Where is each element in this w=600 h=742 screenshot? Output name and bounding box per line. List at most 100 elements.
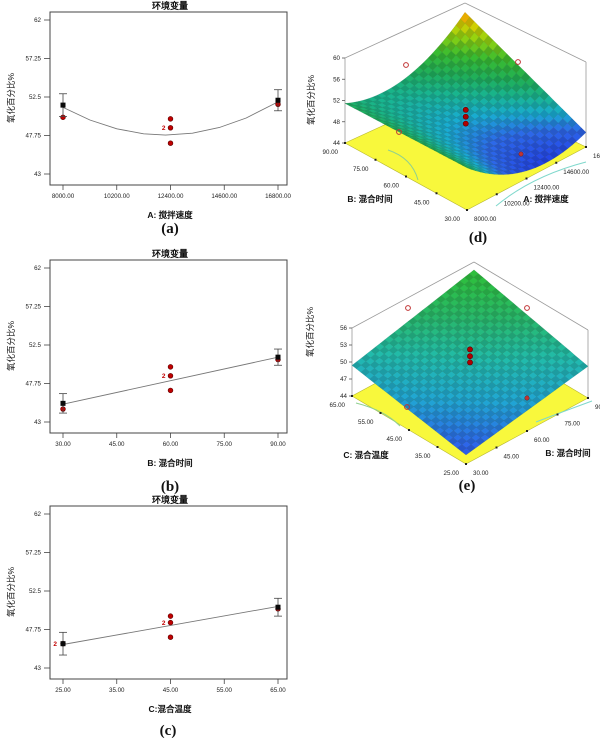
svg-text:30.00: 30.00 [445,216,461,223]
x-axis: 25.00 35.00 45.00 55.00 65.00 C:混合温度 [55,679,286,714]
floor-axes: 25.00 30.00 35.00 45.00 45.00 60.00 55.00 75.00… [330,395,600,477]
svg-text:16800.00: 16800.00 [593,153,600,160]
z-axis: 44 48 52 56 60 氧化百分比% [306,55,345,147]
floor-axes: 30.00 8000.00 45.00 10200.00 60.00 12400.00 75… [323,142,600,223]
svg-text:53: 53 [340,342,347,349]
box-frame [344,2,587,147]
svg-text:62: 62 [34,511,41,518]
plot-title: 环境变量 [152,248,188,259]
svg-text:47.75: 47.75 [26,133,42,140]
svg-text:43: 43 [34,419,41,426]
svg-text:14600.00: 14600.00 [211,193,237,200]
svg-text:30.00: 30.00 [473,470,489,477]
response-surface [351,269,589,456]
svg-text:45.00: 45.00 [504,454,520,461]
plot-frame: 环境变量 [49,0,288,186]
response-surface [344,12,587,175]
svg-text:8000.00: 8000.00 [52,193,75,200]
svg-text:52.5: 52.5 [29,94,42,101]
plot-frame: 环境变量 [49,248,288,434]
caption-b: (b) [160,479,180,495]
x-axis-label: A: 搅拌速度 [147,210,193,220]
replicate-points: 2 [60,356,281,412]
svg-text:44: 44 [340,393,347,400]
svg-text:60.00: 60.00 [534,437,550,444]
svg-text:47.75: 47.75 [26,381,42,388]
svg-text:90.00: 90.00 [323,149,339,156]
svg-text:16800.00: 16800.00 [265,193,291,200]
svg-text:12400.00: 12400.00 [158,193,184,200]
svg-text:56: 56 [333,76,340,83]
svg-text:25.00: 25.00 [444,470,460,477]
svg-text:12400.00: 12400.00 [534,185,560,192]
svg-text:52.5: 52.5 [29,342,42,349]
svg-text:52.5: 52.5 [29,588,42,595]
count-label: 2 [53,641,57,648]
left-axis-label: B: 混合时间 [347,194,392,204]
y-axis: 43 47.75 52.5 57.25 62 氧化百分比% [6,265,50,426]
count-label: 2 [162,125,166,132]
plot-title: 环境变量 [152,494,188,505]
z-axis: 44 47 50 53 56 氧化百分比% [305,307,352,400]
right-axis-label: B: 混合时间 [545,448,590,458]
chart-c-one-factor-plot: 环境变量 43 47.75 52.5 57.25 62 氧化百分比% 25.00 35.00 45… [6,494,288,714]
design-points [59,348,282,414]
y-axis: 43 47.75 52.5 57.25 62 氧化百分比% [6,511,50,672]
svg-text:48: 48 [333,119,340,126]
svg-text:43: 43 [34,171,41,178]
svg-text:60: 60 [333,55,340,62]
svg-text:47.75: 47.75 [26,627,42,634]
svg-text:62: 62 [34,265,41,272]
x-axis: 30.00 45.00 60.00 75.00 90.00 B: 混合时间 [55,433,286,468]
svg-text:8000.00: 8000.00 [474,216,497,223]
svg-text:50: 50 [340,359,347,366]
y-axis: 43 47.75 52.5 57.25 62 氧化百分比% [6,17,50,178]
svg-text:55.00: 55.00 [358,419,374,426]
plot-title: 环境变量 [152,0,188,11]
caption-e: (e) [458,478,476,494]
svg-text:56: 56 [340,325,347,332]
y-axis-label: 氧化百分比% [6,321,16,372]
right-axis-label: A: 搅拌速度 [523,194,569,204]
caption-a: (a) [161,221,179,237]
plot-frame: 环境变量 [49,494,288,680]
design-point-markers [396,59,524,157]
replicate-points: 2 [60,101,281,146]
svg-text:14600.00: 14600.00 [563,169,589,176]
fit-line [62,605,279,645]
svg-text:45.00: 45.00 [387,436,403,443]
svg-text:90.00: 90.00 [595,404,600,411]
replicate-points: 2 [60,606,281,647]
z-axis-label: 氧化百分比% [306,75,316,126]
design-points [59,89,282,117]
chart-d-3d-surface-plot: 44 48 52 56 60 氧化百分比% 30.00 8000.00 45.00 10200.0… [306,2,600,223]
svg-text:52: 52 [333,98,340,105]
svg-text:35.00: 35.00 [415,453,431,460]
svg-text:35.00: 35.00 [109,687,125,694]
fit-line [62,356,279,405]
svg-text:62: 62 [34,17,41,24]
svg-text:60.00: 60.00 [163,441,179,448]
design-points: 2 [53,597,282,656]
y-axis-label: 氧化百分比% [6,73,16,124]
svg-text:25.00: 25.00 [55,687,71,694]
svg-text:45.00: 45.00 [109,441,125,448]
svg-text:45.00: 45.00 [414,199,430,206]
caption-c: (c) [159,723,177,739]
design-point-markers [404,305,530,410]
svg-text:75.00: 75.00 [217,441,233,448]
chart-a-one-factor-plot: 环境变量 43 47.75 52.5 57.25 62 氧化百分比% 8000.00 10200… [6,0,291,220]
chart-b-one-factor-plot: 环境变量 43 47.75 52.5 57.25 62 氧化百分比% 30.00 45.00 60… [6,248,288,468]
chart-e-3d-surface-plot: 44 47 50 53 56 氧化百分比% 25.00 30.00 35.00 45.00 45.0… [305,261,600,477]
count-label: 2 [162,373,166,380]
svg-text:10200.00: 10200.00 [104,193,130,200]
svg-text:57.25: 57.25 [26,550,42,557]
svg-text:10200.00: 10200.00 [504,200,530,207]
svg-text:60.00: 60.00 [384,183,400,190]
svg-text:57.25: 57.25 [26,304,42,311]
fit-line [62,101,279,136]
svg-text:57.25: 57.25 [26,56,42,63]
svg-text:75.00: 75.00 [353,166,369,173]
x-axis: 8000.00 10200.00 12400.00 14600.00 16800.00 A… [52,185,291,220]
